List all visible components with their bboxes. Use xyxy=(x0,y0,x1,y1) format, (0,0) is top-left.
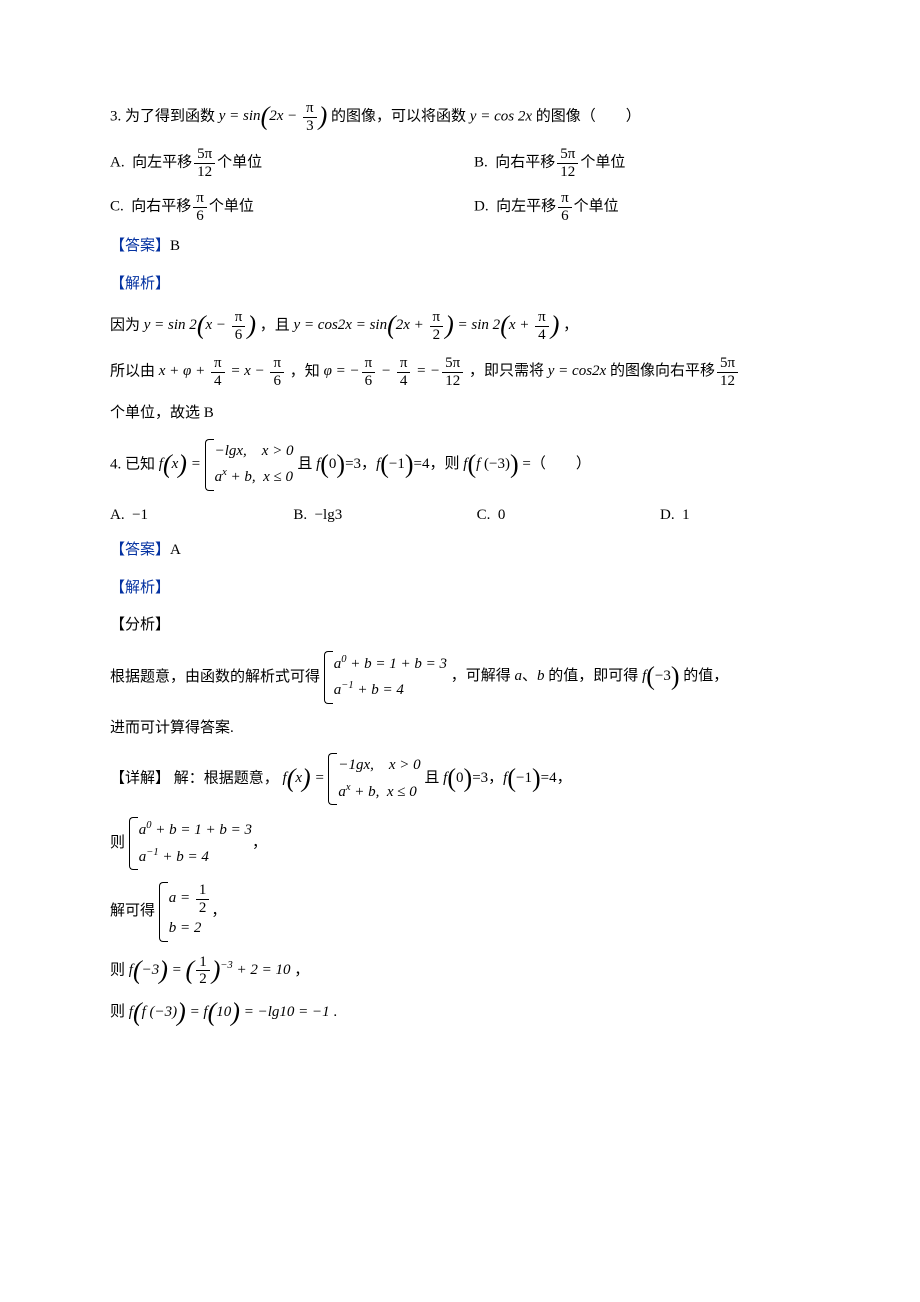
q4-number: 4. xyxy=(110,456,121,472)
q4-stem-pre: 已知 xyxy=(125,456,159,472)
q3-explain1-pre: 因为 xyxy=(110,317,144,333)
q4-analysis-line2: 进而可计算得答案. xyxy=(110,716,810,742)
q3-explain2-mid: ，知 xyxy=(290,363,324,379)
q4-choice-C-text: 0 xyxy=(494,507,505,523)
q3-explain1-mid: ，且 xyxy=(260,317,294,333)
q4-choices-row: A. −1 B. −lg3 C. 0 D. 1 xyxy=(110,503,810,529)
q3-explain1-end: ， xyxy=(563,317,578,333)
q4-then1: 则 xyxy=(110,835,125,851)
q3-explain3-text: 个单位，故选 B xyxy=(110,405,214,421)
q4-stem: 4. 已知 f(x) = −lgx, x > 0 ax + b, x ≤ 0 且… xyxy=(110,439,810,491)
q4-choice-C: C. 0 xyxy=(477,503,607,529)
q4-choice-A: A. −1 xyxy=(110,503,240,529)
q4-detail-piecewise: −1gx, x > 0 ax + b, x ≤ 0 xyxy=(328,753,420,805)
q3-choices-row-1: A. 向左平移5π12个单位 B. 向右平移5π12个单位 xyxy=(110,146,810,180)
q4-choice-B: B. −lg3 xyxy=(293,503,423,529)
q4-stem-mid: 且 f(0)=3，f(−1)=4，则 f(f (−3)) =（ ） xyxy=(297,456,591,472)
q4-choice-B-text: −lg3 xyxy=(311,507,342,523)
q3-answer: B xyxy=(170,238,180,254)
answer-label: 【答案】 xyxy=(110,542,170,558)
q3-stem-pre: 为了得到函数 xyxy=(125,108,219,124)
q3-stem: 3. 为了得到函数 y = sin(2x − π3) 的图像，可以将函数 y =… xyxy=(110,100,810,134)
q3-explain2-pre: 所以由 xyxy=(110,363,159,379)
q4-then3-line: 则 f(f (−3)) = f(10) = −lg10 = −1 . xyxy=(110,1000,810,1026)
q3-explain-line2: 所以由 x + φ + π4 = x − π6 ，知 φ = −π6 − π4 … xyxy=(110,355,810,389)
q3-explain1-rhs: y = cos2x = sin(2x + π2) = sin 2(x + π4) xyxy=(294,317,560,333)
q4-answer: A xyxy=(170,542,181,558)
q4-piecewise: −lgx, x > 0 ax + b, x ≤ 0 xyxy=(205,439,294,491)
analysis2-label: 【分析】 xyxy=(110,617,170,633)
q4-fx: f(x) = xyxy=(159,456,205,472)
q3-choice-C: C. 向右平移π6个单位 xyxy=(110,190,474,224)
analysis-label: 【解析】 xyxy=(110,580,170,596)
q4-detail-cond: 且 f(0)=3，f(−1)=4， xyxy=(424,770,571,786)
answer-label: 【答案】 xyxy=(110,238,170,254)
q4-choice-A-text: −1 xyxy=(128,507,148,523)
q3-explain2-post: ，即只需将 y = cos2x 的图像向右平移5π12 xyxy=(469,363,740,379)
q4-then2-end: ， xyxy=(294,962,309,978)
q3-explain-line3: 个单位，故选 B xyxy=(110,401,810,427)
q4-then3-pre: 则 xyxy=(110,1004,129,1020)
q3-explain2-eq: x + φ + π4 = x − π6 xyxy=(159,363,286,379)
detail-label: 【详解】 xyxy=(110,770,170,786)
page: 3. 为了得到函数 y = sin(2x − π3) 的图像，可以将函数 y =… xyxy=(0,0,920,1097)
q4-then2-eq: f(−3) = (12)−3 + 2 = 10 xyxy=(129,962,291,978)
q4-analysis-pre: 根据题意，由函数的解析式可得 xyxy=(110,668,324,684)
q3-choices-row-2: C. 向右平移π6个单位 D. 向左平移π6个单位 xyxy=(110,190,810,224)
q4-detail-fx-lhs: f(x) = xyxy=(283,770,329,786)
q4-solve-text: 解可得 xyxy=(110,903,155,919)
q4-then2-line: 则 f(−3) = (12)−3 + 2 = 10 ， xyxy=(110,954,810,988)
q4-system2-end: ， xyxy=(211,903,226,919)
q4-analysis-line1: 根据题意，由函数的解析式可得 a0 + b = 1 + b = 3 a−1 + … xyxy=(110,651,810,704)
q4-detail-pre: 解：根据题意， xyxy=(174,770,279,786)
q3-answer-line: 【答案】B xyxy=(110,234,810,260)
q3-explain2-phi: φ = −π6 − π4 = −5π12 xyxy=(324,363,466,379)
q4-choice-D: D. 1 xyxy=(660,503,790,529)
q4-analysis-post: 进而可计算得答案. xyxy=(110,720,234,736)
q4-system2: a = 12 b = 2 xyxy=(159,882,212,942)
q3-choice-B: B. 向右平移5π12个单位 xyxy=(474,146,810,180)
q4-then3-eq: f(f (−3)) = f(10) = −lg10 = −1 xyxy=(129,1004,330,1020)
q3-analysis-label-line: 【解析】 xyxy=(110,272,810,298)
q4-solve-line: 解可得 a = 12 b = 2 ， xyxy=(110,882,810,942)
q3-explain1-lhs: y = sin 2(x − π6) xyxy=(144,317,256,333)
q4-then2-pre: 则 xyxy=(110,962,129,978)
q4-detail-line1: 【详解】 解：根据题意， f(x) = −1gx, x > 0 ax + b, … xyxy=(110,753,810,805)
q4-then1-line: 则 a0 + b = 1 + b = 3 a−1 + b = 4 ， xyxy=(110,817,810,870)
q4-then3-end: . xyxy=(333,1004,337,1020)
q3-choice-A: A. 向左平移5π12个单位 xyxy=(110,146,474,180)
q4-system1: a0 + b = 1 + b = 3 a−1 + b = 4 xyxy=(129,817,252,870)
q3-number: 3. xyxy=(110,108,121,124)
q3-explain-line1: 因为 y = sin 2(x − π6) ，且 y = cos2x = sin(… xyxy=(110,309,810,343)
analysis-label: 【解析】 xyxy=(110,276,170,292)
q3-source-fn: y = cos 2x xyxy=(470,108,532,124)
q4-analysis-system: a0 + b = 1 + b = 3 a−1 + b = 4 xyxy=(324,651,447,704)
q3-target-fn: y = sin(2x − π3) xyxy=(219,108,328,124)
q3-stem-post: 的图像（ ） xyxy=(536,108,641,124)
q4-analysis-label-line: 【解析】 xyxy=(110,576,810,602)
q4-answer-line: 【答案】A xyxy=(110,538,810,564)
q3-choice-D: D. 向左平移π6个单位 xyxy=(474,190,810,224)
q4-system1-end: ， xyxy=(252,835,267,851)
q4-analysis2-label-line: 【分析】 xyxy=(110,613,810,639)
q3-stem-mid: 的图像，可以将函数 xyxy=(331,108,470,124)
q4-analysis-mid: ，可解得 a、b 的值，即可得 f(−3) 的值， xyxy=(451,668,729,684)
q4-choice-D-text: 1 xyxy=(678,507,689,523)
